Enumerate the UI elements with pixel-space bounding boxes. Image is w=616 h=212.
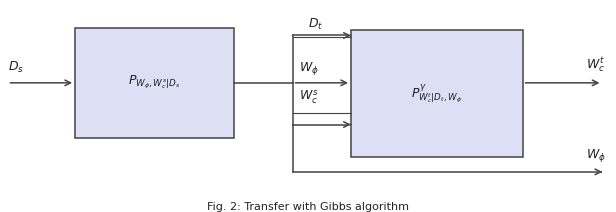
FancyBboxPatch shape — [351, 30, 522, 157]
Text: $D_s$: $D_s$ — [7, 60, 23, 75]
Text: $P^{\gamma}_{W_c^t|D_t,W_{\phi}}$: $P^{\gamma}_{W_c^t|D_t,W_{\phi}}$ — [411, 82, 463, 105]
Text: $W_c^s$: $W_c^s$ — [299, 89, 318, 106]
FancyBboxPatch shape — [75, 28, 235, 138]
Text: $W_{\phi}$: $W_{\phi}$ — [299, 60, 318, 77]
Text: $D_t$: $D_t$ — [308, 17, 323, 32]
Text: Fig. 2: Transfer with Gibbs algorithm: Fig. 2: Transfer with Gibbs algorithm — [207, 202, 409, 212]
Text: $W_{\phi}$: $W_{\phi}$ — [586, 147, 606, 164]
Text: $W_c^t$: $W_c^t$ — [586, 56, 606, 75]
Text: $P_{W_{\phi},W_c^s|D_s}$: $P_{W_{\phi},W_c^s|D_s}$ — [129, 74, 181, 91]
